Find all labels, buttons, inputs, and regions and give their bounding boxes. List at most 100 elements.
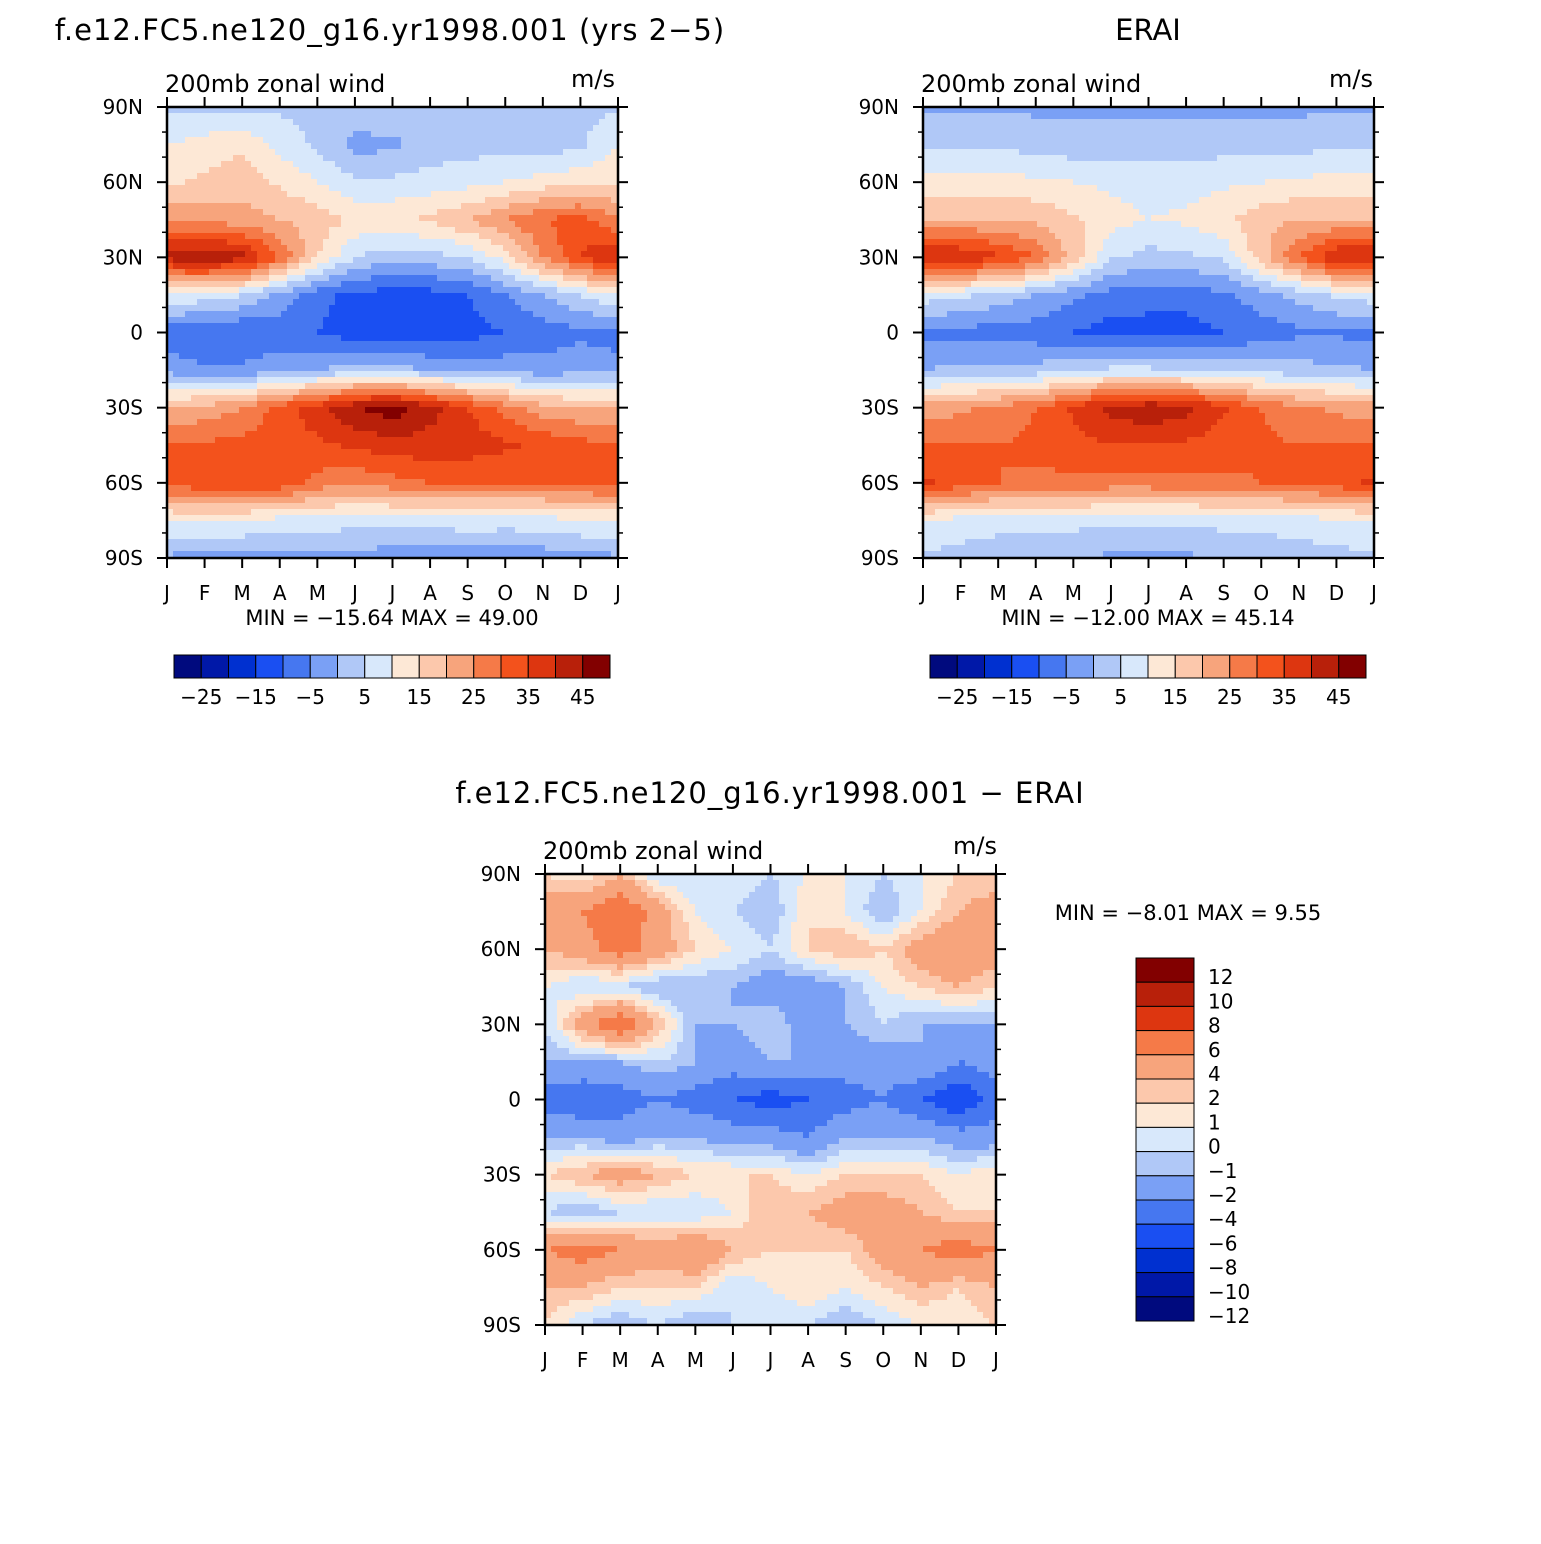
contour-cell: [533, 185, 540, 192]
contour-cell: [311, 167, 318, 174]
contour-cell: [593, 275, 600, 282]
contour-cell: [437, 197, 444, 204]
contour-cell: [443, 113, 450, 120]
contour-cell: [581, 299, 588, 306]
contour-cell: [395, 161, 402, 168]
contour-cell: [521, 437, 528, 444]
contour-cell: [581, 257, 588, 264]
contour-cell: [527, 347, 534, 354]
contour-cell: [305, 365, 312, 372]
contour-cell: [455, 269, 462, 276]
contour-cell: [233, 323, 240, 330]
contour-cell: [215, 413, 222, 420]
contour-cell: [605, 491, 612, 498]
contour-cell: [413, 407, 420, 414]
contour-cell: [203, 371, 210, 378]
contour-cell: [611, 335, 618, 342]
contour-cell: [329, 377, 336, 384]
contour-cell: [419, 221, 426, 228]
contour-cell: [593, 287, 600, 294]
contour-cell: [569, 197, 576, 204]
contour-cell: [401, 215, 408, 222]
contour-cell: [527, 269, 534, 276]
contour-cell: [599, 257, 606, 264]
contour-cell: [491, 377, 498, 384]
contour-cell: [497, 173, 504, 180]
contour-cell: [197, 119, 204, 126]
contour-cell: [395, 149, 402, 156]
contour-cell: [467, 239, 474, 246]
contour-cell: [197, 491, 204, 498]
contour-cell: [263, 161, 270, 168]
contour-cell: [293, 287, 300, 294]
contour-cell: [329, 365, 336, 372]
contour-cell: [359, 233, 366, 240]
contour-cell: [491, 155, 498, 162]
contour-cell: [287, 197, 294, 204]
contour-cell: [359, 371, 366, 378]
contour-cell: [461, 203, 468, 210]
contour-cell: [593, 113, 600, 120]
contour-cell: [467, 449, 474, 456]
contour-cell: [341, 155, 348, 162]
contour-cell: [203, 173, 210, 180]
contour-cell: [431, 437, 438, 444]
contour-cell: [431, 191, 438, 198]
contour-cell: [221, 293, 228, 300]
contour-cell: [581, 425, 588, 432]
contour-cell: [593, 485, 600, 492]
contour-cell: [437, 437, 444, 444]
contour-cell: [209, 257, 216, 264]
contour-cell: [443, 305, 450, 312]
contour-cell: [197, 143, 204, 150]
contour-cell: [497, 443, 504, 450]
contour-cell: [419, 155, 426, 162]
contour-cell: [191, 311, 198, 318]
contour-cell: [551, 407, 558, 414]
contour-cell: [371, 323, 378, 330]
contour-cell: [389, 365, 396, 372]
contour-cell: [233, 449, 240, 456]
contour-cell: [245, 431, 252, 438]
contour-cell: [443, 143, 450, 150]
contour-cell: [221, 125, 228, 132]
contour-cell: [197, 167, 204, 174]
contour-cell: [593, 221, 600, 228]
contour-cell: [251, 233, 258, 240]
contour-cell: [173, 305, 180, 312]
contour-cell: [599, 311, 606, 318]
contour-cell: [359, 149, 366, 156]
contour-cell: [251, 359, 258, 366]
contour-cell: [485, 347, 492, 354]
contour-cell: [467, 305, 474, 312]
contour-cell: [569, 335, 576, 342]
contour-cell: [209, 107, 216, 114]
contour-cell: [563, 383, 570, 390]
contour-cell: [503, 239, 510, 246]
contour-cell: [509, 155, 516, 162]
contour-cell: [443, 221, 450, 228]
contour-cell: [401, 311, 408, 318]
contour-cell: [323, 221, 330, 228]
contour-cell: [353, 197, 360, 204]
contour-cell: [335, 167, 342, 174]
contour-cell: [569, 155, 576, 162]
contour-cell: [539, 269, 546, 276]
contour-cell: [377, 473, 384, 480]
contour-cell: [611, 377, 618, 384]
contour-cell: [233, 287, 240, 294]
contour-cell: [455, 329, 462, 336]
contour-cell: [221, 479, 228, 486]
contour-cell: [509, 275, 516, 282]
contour-cell: [521, 449, 528, 456]
contour-cell: [233, 173, 240, 180]
contour-cell: [275, 491, 282, 498]
contour-cell: [347, 275, 354, 282]
contour-cell: [359, 347, 366, 354]
contour-cell: [587, 179, 594, 186]
contour-cell: [251, 353, 258, 360]
contour-cell: [509, 179, 516, 186]
contour-cell: [371, 191, 378, 198]
contour-cell: [485, 275, 492, 282]
contour-cell: [413, 215, 420, 222]
